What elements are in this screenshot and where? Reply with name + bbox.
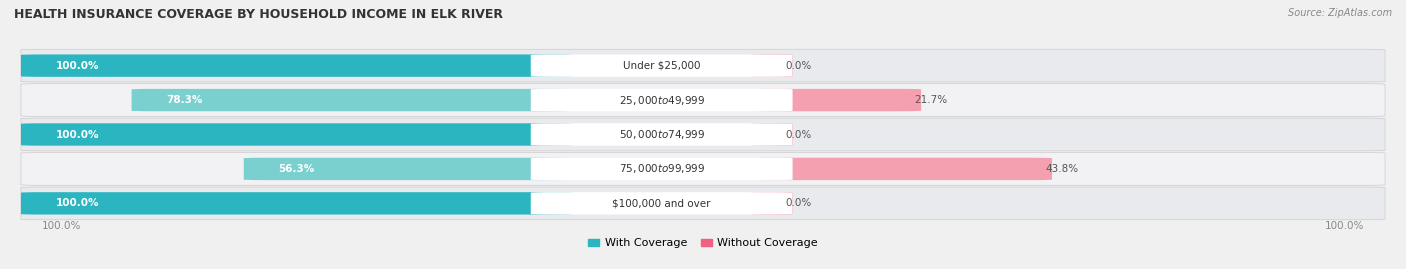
Text: 0.0%: 0.0%	[786, 129, 811, 140]
FancyBboxPatch shape	[530, 54, 793, 77]
Text: 0.0%: 0.0%	[786, 61, 811, 71]
FancyBboxPatch shape	[751, 158, 1052, 180]
FancyBboxPatch shape	[21, 153, 1385, 185]
FancyBboxPatch shape	[21, 192, 572, 215]
FancyBboxPatch shape	[21, 123, 572, 146]
Text: 100.0%: 100.0%	[55, 198, 98, 208]
FancyBboxPatch shape	[21, 49, 1385, 82]
FancyBboxPatch shape	[530, 123, 793, 146]
FancyBboxPatch shape	[751, 192, 793, 215]
Text: Source: ZipAtlas.com: Source: ZipAtlas.com	[1288, 8, 1392, 18]
Text: $100,000 and over: $100,000 and over	[613, 198, 711, 208]
Text: 100.0%: 100.0%	[55, 129, 98, 140]
FancyBboxPatch shape	[132, 89, 572, 111]
Text: $75,000 to $99,999: $75,000 to $99,999	[619, 162, 704, 175]
FancyBboxPatch shape	[21, 187, 1385, 220]
FancyBboxPatch shape	[530, 192, 793, 215]
Text: 100.0%: 100.0%	[1324, 221, 1364, 231]
Text: 43.8%: 43.8%	[1045, 164, 1078, 174]
FancyBboxPatch shape	[751, 54, 793, 77]
Text: 100.0%: 100.0%	[55, 61, 98, 71]
Text: 21.7%: 21.7%	[914, 95, 948, 105]
Text: 78.3%: 78.3%	[166, 95, 202, 105]
Text: $50,000 to $74,999: $50,000 to $74,999	[619, 128, 704, 141]
Text: 100.0%: 100.0%	[42, 221, 82, 231]
Text: 56.3%: 56.3%	[278, 164, 315, 174]
Legend: With Coverage, Without Coverage: With Coverage, Without Coverage	[583, 234, 823, 253]
Text: Under $25,000: Under $25,000	[623, 61, 700, 71]
Text: HEALTH INSURANCE COVERAGE BY HOUSEHOLD INCOME IN ELK RIVER: HEALTH INSURANCE COVERAGE BY HOUSEHOLD I…	[14, 8, 503, 21]
Text: 0.0%: 0.0%	[786, 198, 811, 208]
FancyBboxPatch shape	[243, 158, 572, 180]
FancyBboxPatch shape	[21, 118, 1385, 151]
FancyBboxPatch shape	[530, 158, 793, 180]
FancyBboxPatch shape	[530, 89, 793, 111]
FancyBboxPatch shape	[751, 89, 921, 111]
FancyBboxPatch shape	[21, 54, 572, 77]
FancyBboxPatch shape	[751, 123, 793, 146]
Text: $25,000 to $49,999: $25,000 to $49,999	[619, 94, 704, 107]
FancyBboxPatch shape	[21, 84, 1385, 116]
